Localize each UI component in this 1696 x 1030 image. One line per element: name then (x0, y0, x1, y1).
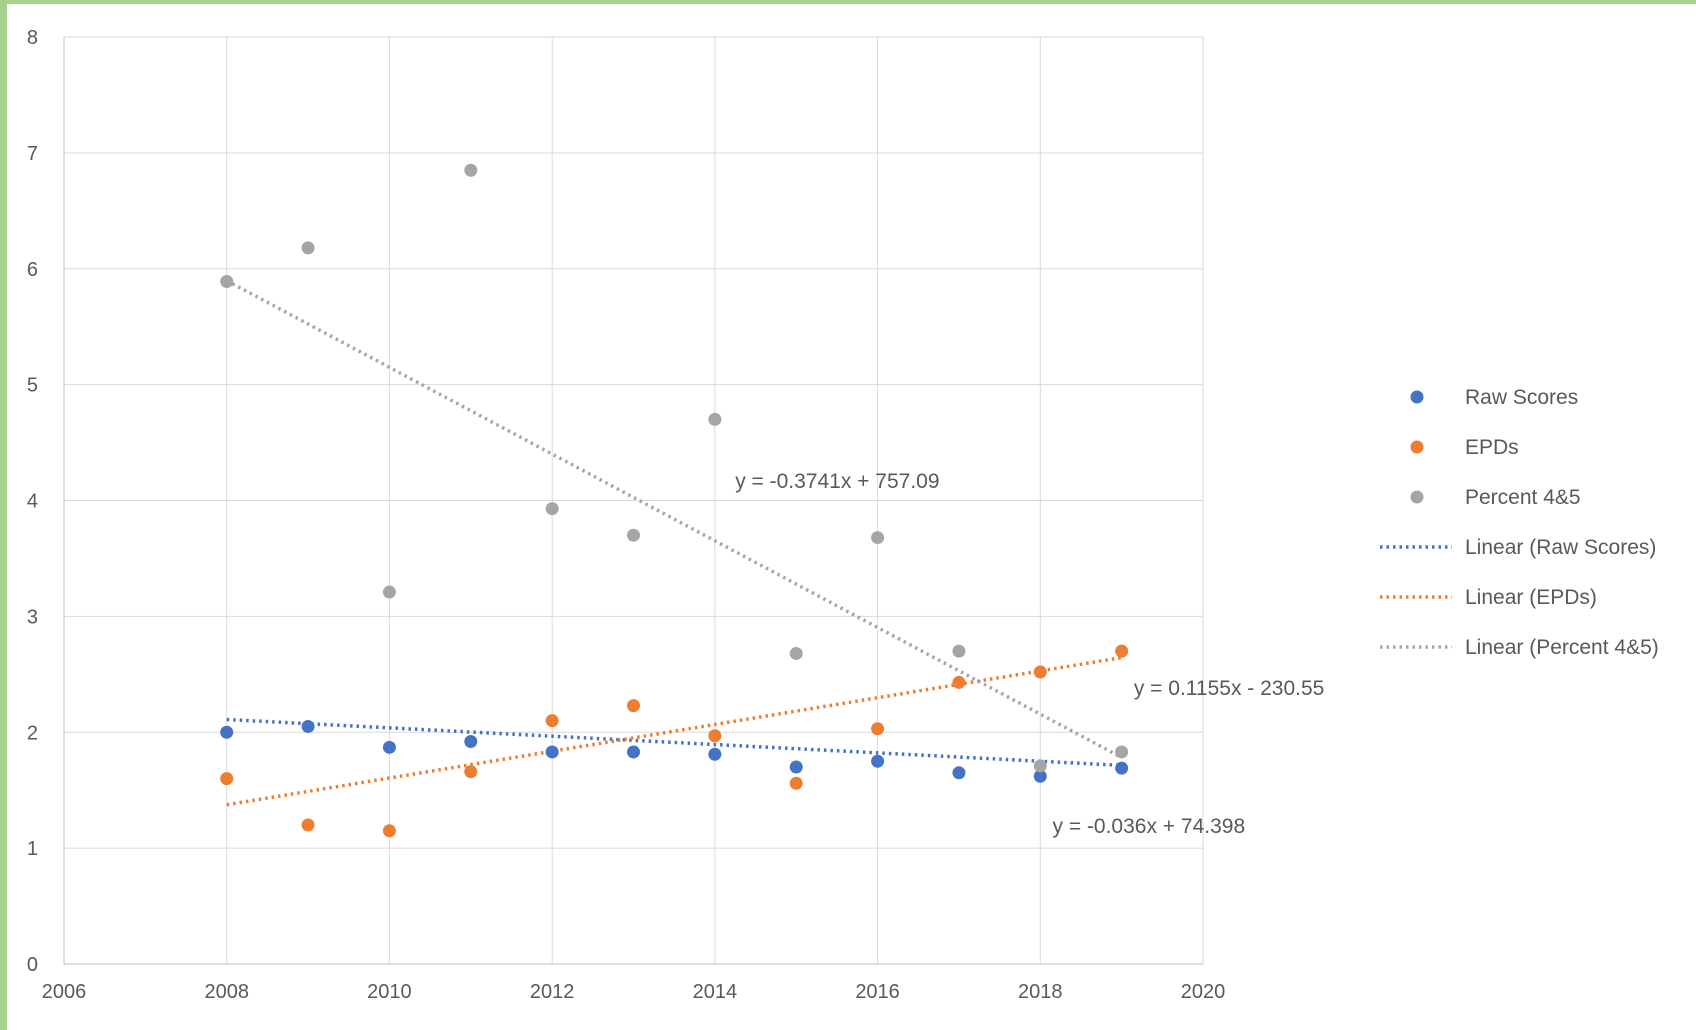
legend-marker (1410, 440, 1424, 454)
legend-item-epds: EPDs (1410, 436, 1519, 459)
x-tick-label: 2012 (530, 981, 575, 1003)
point-epds (464, 765, 478, 779)
point-epds (382, 824, 396, 838)
point-raw-scores (708, 747, 722, 761)
point-percent-4-and-5 (627, 528, 640, 542)
x-tick-label: 2014 (693, 981, 738, 1003)
legend-label: Linear (Raw Scores) (1465, 536, 1656, 559)
point-raw-scores (301, 719, 315, 733)
scatter-chart: 2006 2008 2010 2012 2014 2016 2018 2020 0 1 2 3 4 5 6… (27, 27, 1659, 1003)
point-raw-scores (464, 735, 478, 749)
equation-linear-epds: y = 0.1155x - 230.55 (1134, 677, 1325, 700)
y-tick-label: 1 (27, 838, 38, 860)
point-epds (545, 714, 559, 728)
point-percent-4-and-5 (545, 502, 559, 516)
y-tick-label: 8 (27, 27, 38, 49)
legend-label: EPDs (1465, 436, 1519, 459)
trendline-linear-epds (226, 655, 1122, 807)
equation-linear-percent-4-and-5: y = -0.3741x + 757.09 (735, 470, 939, 493)
point-percent-4-and-5 (708, 412, 722, 426)
legend-label: Linear (Percent 4&5) (1465, 636, 1659, 659)
point-raw-scores (545, 745, 559, 759)
point-percent-4-and-5 (464, 163, 478, 177)
legend-marker (1410, 390, 1424, 404)
y-tick-label: 5 (27, 375, 38, 397)
legend-item-raw-scores: Raw Scores (1410, 386, 1578, 409)
legend-item-linear-raw-scores: Linear (Raw Scores) (1380, 536, 1656, 559)
y-tick-label: 7 (27, 143, 38, 165)
x-axis-tick-labels: 2006 2008 2010 2012 2014 2016 2018 2020 (42, 981, 1226, 1003)
legend-item-linear-epds: Linear (EPDs) (1380, 586, 1597, 609)
point-percent-4-and-5 (952, 644, 966, 658)
legend-label: Percent 4&5 (1465, 486, 1581, 509)
y-tick-label: 0 (27, 954, 38, 976)
point-percent-4-and-5 (301, 241, 315, 255)
equation-linear-raw-scores: y = -0.036x + 74.398 (1052, 815, 1245, 838)
point-epds (627, 699, 640, 713)
point-percent-4-and-5 (871, 531, 885, 545)
point-raw-scores (627, 745, 640, 759)
legend-item-linear-percent-4-and-5: Linear (Percent 4&5) (1380, 636, 1659, 659)
x-tick-label: 2006 (42, 981, 87, 1003)
point-percent-4-and-5 (220, 274, 234, 288)
trendline-equations: y = -0.036x + 74.398 y = 0.1155x - 230.55… (735, 470, 1324, 838)
y-tick-label: 4 (27, 491, 38, 513)
y-tick-label: 6 (27, 259, 38, 281)
point-percent-4-and-5 (382, 585, 396, 599)
y-tick-label: 2 (27, 722, 38, 744)
data-points (220, 163, 1129, 838)
point-percent-4-and-5 (789, 646, 803, 660)
trendline-linear-percent-4-and-5 (225, 279, 1123, 760)
point-raw-scores (1033, 769, 1047, 783)
point-epds (301, 818, 315, 832)
point-epds (952, 675, 966, 689)
point-percent-4-and-5 (1115, 745, 1129, 759)
point-epds (708, 729, 722, 743)
x-tick-label: 2010 (367, 981, 412, 1003)
x-tick-label: 2020 (1181, 981, 1226, 1003)
trendline-linear-raw-scores (226, 717, 1122, 768)
point-raw-scores (871, 754, 885, 768)
y-axis-tick-labels: 0 1 2 3 4 5 6 7 8 (27, 27, 38, 976)
point-raw-scores (220, 725, 234, 739)
point-epds (871, 722, 885, 736)
point-epds (789, 776, 803, 790)
point-raw-scores (382, 740, 396, 754)
point-epds (220, 772, 234, 786)
grid-lines (63, 36, 1204, 965)
legend-label: Linear (EPDs) (1465, 586, 1597, 609)
legend-item-percent-4-and-5: Percent 4&5 (1410, 486, 1581, 509)
point-raw-scores (952, 766, 966, 780)
point-percent-4-and-5 (1033, 759, 1047, 773)
trendlines (225, 279, 1123, 807)
x-tick-label: 2018 (1018, 981, 1063, 1003)
legend-marker (1410, 490, 1424, 504)
point-raw-scores (1115, 761, 1129, 775)
y-tick-label: 3 (27, 606, 38, 628)
point-epds (1115, 644, 1129, 658)
legend: Raw Scores EPDs Percent 4&5 Linear (Raw Sco… (1380, 386, 1659, 659)
point-epds (1033, 665, 1047, 679)
legend-label: Raw Scores (1465, 386, 1578, 409)
x-tick-label: 2008 (204, 981, 249, 1003)
point-raw-scores (789, 760, 803, 774)
x-tick-label: 2016 (855, 981, 900, 1003)
